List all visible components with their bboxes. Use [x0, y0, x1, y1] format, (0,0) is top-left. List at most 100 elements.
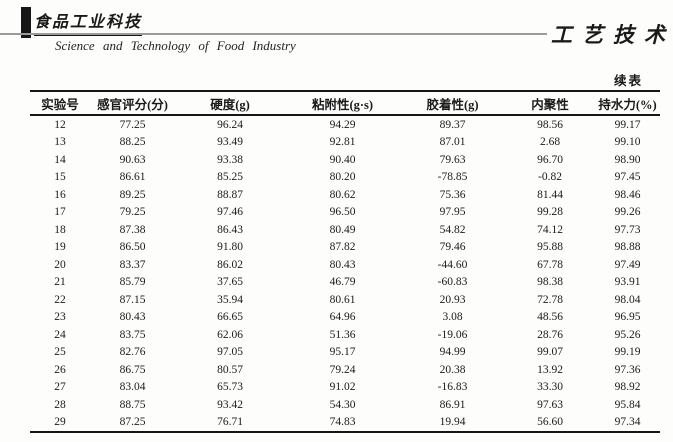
- table-cell: 93.49: [217, 136, 243, 149]
- table-cell: 79.25: [119, 206, 146, 219]
- table-cell: 86.61: [119, 171, 146, 184]
- table-cell: 80.62: [329, 188, 356, 201]
- table-cell: 80.61: [329, 293, 356, 306]
- table-row: 24 83.75 62.06 51.36 -19.06 28.76 95.26: [30, 326, 660, 344]
- table-cell: 23: [54, 311, 66, 324]
- table-cell: 87.25: [119, 416, 146, 429]
- table-cell: -60.83: [437, 276, 468, 289]
- table-cell: 18: [54, 223, 66, 236]
- column-header: 粘附性(g·s): [285, 91, 400, 116]
- table-cell: 93.38: [217, 153, 243, 166]
- table-cell: 26: [54, 363, 66, 376]
- table-cell: 97.95: [439, 206, 466, 219]
- table-cell: 97.49: [614, 258, 641, 271]
- table-row: 17 79.25 97.46 96.50 97.95 99.28 99.26: [30, 204, 660, 222]
- table-row: 14 90.63 93.38 90.40 79.63 96.70 98.90: [30, 151, 660, 169]
- table-cell: 48.56: [537, 311, 563, 324]
- table-cell: -0.82: [538, 171, 562, 184]
- table-cell: 83.37: [119, 258, 146, 271]
- table-cell: 14: [54, 153, 66, 166]
- table-cell: 33.30: [537, 381, 563, 394]
- table-row: 28 88.75 93.42 54.30 86.91 97.63 95.84: [30, 396, 660, 414]
- table-cell: 88.87: [217, 188, 243, 201]
- table-row: 16 89.25 88.87 80.62 75.36 81.44 98.46: [30, 186, 660, 204]
- table-cell: 28.76: [537, 328, 563, 341]
- table-cell: 54.30: [329, 398, 356, 411]
- table-cell: 86.02: [217, 258, 243, 271]
- table-row: 19 86.50 91.80 87.82 79.46 95.88 98.88: [30, 239, 660, 257]
- table-cell: 97.73: [614, 223, 641, 236]
- table-cell: 20.38: [439, 363, 466, 376]
- table-row: 25 82.76 97.05 95.17 94.99 99.07 99.19: [30, 344, 660, 362]
- continued-table-label: 续表: [613, 74, 643, 88]
- column-header: 持水力(%): [595, 91, 660, 116]
- table-cell: 97.46: [217, 206, 243, 219]
- table-cell: 62.06: [217, 328, 243, 341]
- table-cell: 96.95: [614, 311, 641, 324]
- table-cell: 86.43: [217, 223, 243, 236]
- journal-name-en: Science and Technology of Food Industry: [55, 38, 296, 53]
- masthead-rule: [0, 33, 547, 35]
- table-row: 26 86.75 80.57 79.24 20.38 13.92 97.36: [30, 361, 660, 379]
- column-header: 感官评分(分): [90, 91, 175, 116]
- table-cell: 75.36: [439, 188, 466, 201]
- table-cell: 87.82: [329, 241, 356, 254]
- table-row: 27 83.04 65.73 91.02 -16.83 33.30 98.92: [30, 379, 660, 397]
- table-row: 23 80.43 66.65 64.96 3.08 48.56 96.95: [30, 309, 660, 327]
- table-cell: 98.88: [614, 241, 641, 254]
- table-cell: 64.96: [329, 311, 356, 324]
- table-cell: 95.88: [537, 241, 563, 254]
- table-cell: 82.76: [119, 346, 146, 359]
- table-cell: 24: [54, 328, 66, 341]
- table-cell: 74.12: [537, 223, 563, 236]
- table-cell: 12: [54, 118, 66, 131]
- table-cell: 98.38: [537, 276, 563, 289]
- table-cell: 13.92: [537, 363, 563, 376]
- table-cell: 37.65: [217, 276, 243, 289]
- table-row: 21 85.79 37.65 46.79 -60.83 98.38 93.91: [30, 274, 660, 292]
- journal-logo-cn: 食品工业科技: [34, 8, 143, 36]
- table-cell: 46.79: [329, 276, 356, 289]
- table-cell: 17: [54, 206, 66, 219]
- table-cell: 97.34: [614, 416, 641, 429]
- table-row: 29 87.25 76.71 74.83 19.94 56.60 97.34: [30, 414, 660, 433]
- table-cell: 28: [54, 398, 66, 411]
- table-cell: 97.05: [217, 346, 243, 359]
- table-cell: 91.02: [329, 381, 356, 394]
- section-title: 工艺技术: [551, 23, 673, 47]
- table-header-row: 实验号 感官评分(分) 硬度(g) 粘附性(g·s) 胶着性(g) 内聚性 持水力(%): [30, 91, 660, 116]
- table-cell: 51.36: [329, 328, 356, 341]
- table-cell: 86.91: [439, 398, 466, 411]
- table-cell: 87.15: [119, 293, 146, 306]
- table-cell: 86.50: [119, 241, 146, 254]
- table-cell: 99.07: [537, 346, 563, 359]
- table-cell: 29: [54, 416, 66, 429]
- table-cell: 97.36: [614, 363, 641, 376]
- table-row: 12 77.25 96.24 94.29 89.37 98.56 99.17: [30, 115, 660, 134]
- table-body: 12 77.25 96.24 94.29 89.37 98.56 99.17 13 88.25 9…: [30, 115, 660, 432]
- table-cell: 77.25: [119, 118, 146, 131]
- table-cell: 94.99: [439, 346, 466, 359]
- table-cell: 86.75: [119, 363, 146, 376]
- table-cell: 16: [54, 188, 66, 201]
- table-cell: 79.63: [439, 153, 466, 166]
- table-cell: 21: [54, 276, 66, 289]
- table-cell: 93.42: [217, 398, 243, 411]
- table-cell: 98.90: [614, 153, 641, 166]
- table-cell: 90.40: [329, 153, 356, 166]
- table-cell: 80.43: [119, 311, 146, 324]
- table-cell: -44.60: [437, 258, 468, 271]
- table-cell: 83.75: [119, 328, 146, 341]
- table-cell: 96.70: [537, 153, 563, 166]
- table-cell: 90.63: [119, 153, 146, 166]
- table-cell: 99.26: [614, 206, 641, 219]
- table-row: 22 87.15 35.94 80.61 20.93 72.78 98.04: [30, 291, 660, 309]
- table-cell: 19.94: [439, 416, 466, 429]
- table-cell: 20: [54, 258, 66, 271]
- table-cell: 91.80: [217, 241, 243, 254]
- table-cell: 79.24: [329, 363, 356, 376]
- table-row: 18 87.38 86.43 80.49 54.82 74.12 97.73: [30, 221, 660, 239]
- table-cell: 89.37: [439, 118, 466, 131]
- table-cell: 88.75: [119, 398, 146, 411]
- table-cell: 27: [54, 381, 66, 394]
